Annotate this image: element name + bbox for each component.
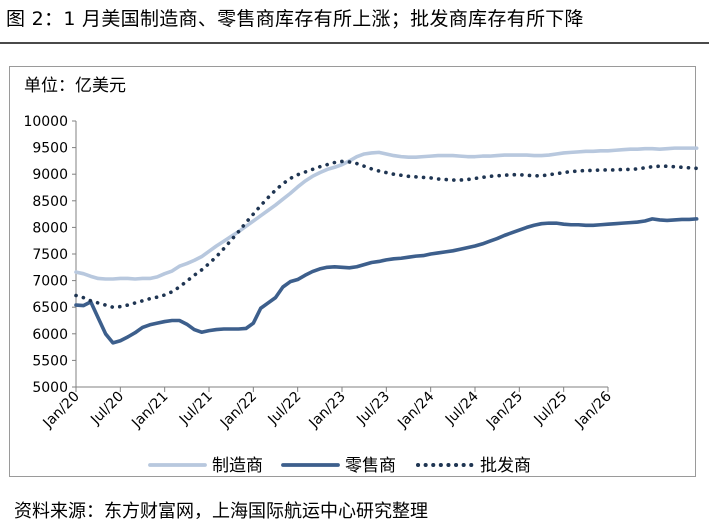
legend-label-2: 零售商 — [345, 456, 396, 476]
y-tick-label: 7500 — [32, 247, 68, 263]
x-tick-label: Jan/26 — [572, 388, 615, 431]
series-line-3 — [74, 159, 699, 310]
x-tick-label: Jan/25 — [483, 389, 526, 432]
y-tick-label: 9000 — [32, 167, 68, 183]
x-tick-label: Jul/22 — [265, 389, 305, 429]
series-line-2 — [74, 217, 699, 345]
legend-label-3: 批发商 — [480, 456, 531, 476]
x-tick-label: Jul/21 — [176, 389, 216, 429]
title-divider — [0, 42, 709, 44]
y-tick-label: 5000 — [32, 380, 68, 396]
legend: 制造商 零售商 批发商 — [148, 456, 531, 476]
series-lines — [74, 146, 699, 345]
chart-frame — [9, 66, 696, 477]
x-tick-label: Jul/23 — [353, 389, 393, 429]
x-tick-label: Jan/24 — [394, 388, 437, 431]
x-tick-label: Jul/25 — [531, 389, 571, 429]
x-tick-label: Jan/22 — [217, 389, 260, 432]
y-tick-label: 6500 — [32, 300, 68, 316]
y-tick-label: 5500 — [32, 353, 68, 369]
x-tick-label: Jul/20 — [87, 389, 127, 429]
figure-title: 图 2：1 月美国制造商、零售商库存有所上涨；批发商库存有所下降 — [6, 8, 584, 30]
y-tick-label: 9500 — [32, 141, 68, 157]
x-axis: Jan/20 Jul/20 Jan/21 Jul/21 Jan/22 Jul/22 Jan/… — [40, 386, 615, 432]
x-tick-label: Jul/24 — [442, 388, 482, 428]
y-tick-label: 8500 — [32, 194, 68, 210]
y-tick-label: 6000 — [32, 327, 68, 343]
y-tick-label: 10000 — [23, 114, 68, 130]
x-tick-label: Jan/23 — [306, 389, 349, 432]
y-axis: 5000 5500 6000 6500 7000 7500 8000 8500 9000 9500… — [23, 114, 77, 396]
x-tick-label: Jan/21 — [128, 389, 171, 432]
legend-label-1: 制造商 — [212, 456, 263, 476]
source-note: 资料来源：东方财富网，上海国际航运中心研究整理 — [14, 501, 428, 522]
y-tick-label: 8000 — [32, 220, 68, 236]
series-line-1 — [74, 146, 699, 281]
unit-label: 单位：亿美元 — [24, 76, 126, 96]
y-tick-label: 7000 — [32, 274, 68, 290]
